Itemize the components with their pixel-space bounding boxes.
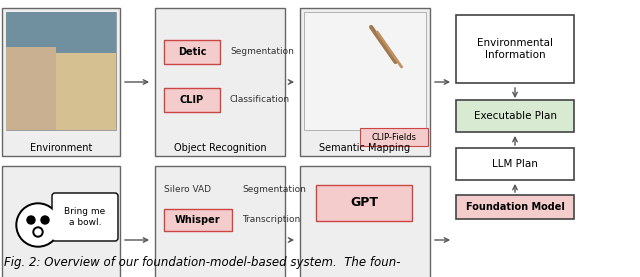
Text: Environment: Environment xyxy=(30,143,92,153)
Bar xyxy=(456,195,574,219)
Circle shape xyxy=(18,205,58,245)
Bar xyxy=(6,12,116,130)
Bar xyxy=(456,148,574,180)
Circle shape xyxy=(33,227,43,237)
Circle shape xyxy=(16,203,60,247)
Text: LLM Plan: LLM Plan xyxy=(492,159,538,169)
Text: Bring me
a bowl.: Bring me a bowl. xyxy=(65,207,106,227)
Bar xyxy=(155,8,285,156)
Circle shape xyxy=(35,229,41,235)
Text: Silero VAD: Silero VAD xyxy=(164,186,211,194)
Bar xyxy=(316,185,412,221)
Bar xyxy=(164,40,220,64)
Bar xyxy=(456,100,574,132)
Text: Semantic Mapping: Semantic Mapping xyxy=(319,143,411,153)
Text: Object Recognition: Object Recognition xyxy=(173,143,266,153)
Bar xyxy=(300,166,430,277)
Text: Foundation Model: Foundation Model xyxy=(465,202,564,212)
Bar xyxy=(6,47,56,130)
Text: Fig. 2: Overview of our foundation-model-based system.  The foun-: Fig. 2: Overview of our foundation-model… xyxy=(4,256,401,269)
Bar xyxy=(164,209,232,231)
Bar xyxy=(164,88,220,112)
Bar xyxy=(6,12,116,65)
Text: Classification: Classification xyxy=(230,96,290,104)
Bar xyxy=(155,166,285,277)
Bar xyxy=(2,166,120,277)
Bar xyxy=(360,128,428,146)
Text: Whisper: Whisper xyxy=(175,215,221,225)
Bar xyxy=(304,12,426,130)
Bar xyxy=(56,53,116,130)
Text: Segmentation: Segmentation xyxy=(242,186,306,194)
Bar xyxy=(456,15,574,83)
Circle shape xyxy=(27,216,35,224)
Bar xyxy=(2,8,120,156)
Circle shape xyxy=(41,216,49,224)
Text: Transcription: Transcription xyxy=(242,216,300,224)
Text: Executable Plan: Executable Plan xyxy=(474,111,557,121)
Text: GPT: GPT xyxy=(350,196,378,209)
Text: CLIP: CLIP xyxy=(180,95,204,105)
Text: CLIP-Fields: CLIP-Fields xyxy=(371,132,417,142)
Bar xyxy=(300,8,430,156)
Text: Detic: Detic xyxy=(178,47,206,57)
FancyBboxPatch shape xyxy=(52,193,118,241)
Text: Environmental
Information: Environmental Information xyxy=(477,38,553,60)
Text: Segmentation: Segmentation xyxy=(230,47,294,57)
